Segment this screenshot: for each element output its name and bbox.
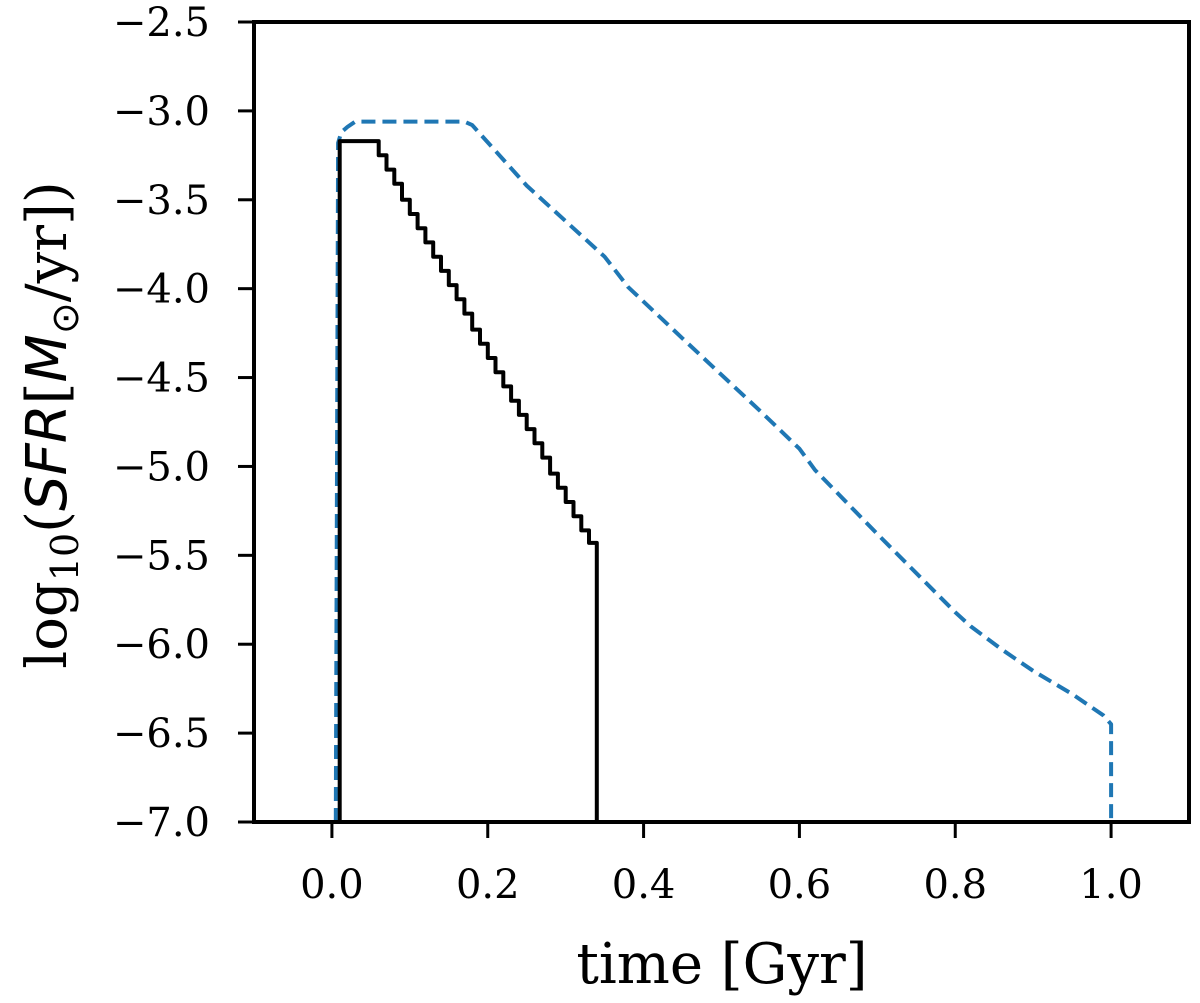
y-tick-label: −6.5 [113,711,210,757]
y-tick-label: −6.0 [113,622,210,668]
y-tick-label: −3.5 [113,178,210,224]
series-step-line [337,139,599,822]
y-tick-label: −4.5 [113,356,210,402]
plot-area [333,119,1114,823]
y-tick-label: −4.0 [113,267,210,313]
x-tick-label: 1.0 [1079,862,1143,908]
y-axis-label: log10(SFR[M⊙/yr]) [15,181,87,668]
series-dashed-line [333,119,1114,823]
x-tick-label: 0.6 [768,862,832,908]
x-tick-label: 0.0 [300,862,364,908]
y-tick-label: −2.5 [113,0,210,46]
x-tick-label: 0.2 [456,862,520,908]
x-tick-label: 0.4 [612,862,676,908]
x-tick-label: 0.8 [923,862,987,908]
y-tick-label: −3.0 [113,89,210,135]
y-tick-label: −7.0 [113,800,210,846]
x-axis-label: time [Gyr] [576,932,867,997]
y-axis: −2.5 −3.0 −3.5 −4.0 −4.5 −5.0 −5.5 −6.0 −6.5 −7.0 [113,0,254,846]
y-tick-label: −5.5 [113,533,210,579]
y-tick-label: −5.0 [113,444,210,490]
x-axis: 0.0 0.2 0.4 0.6 0.8 1.0 [300,822,1143,908]
axes-frame [252,20,1191,824]
